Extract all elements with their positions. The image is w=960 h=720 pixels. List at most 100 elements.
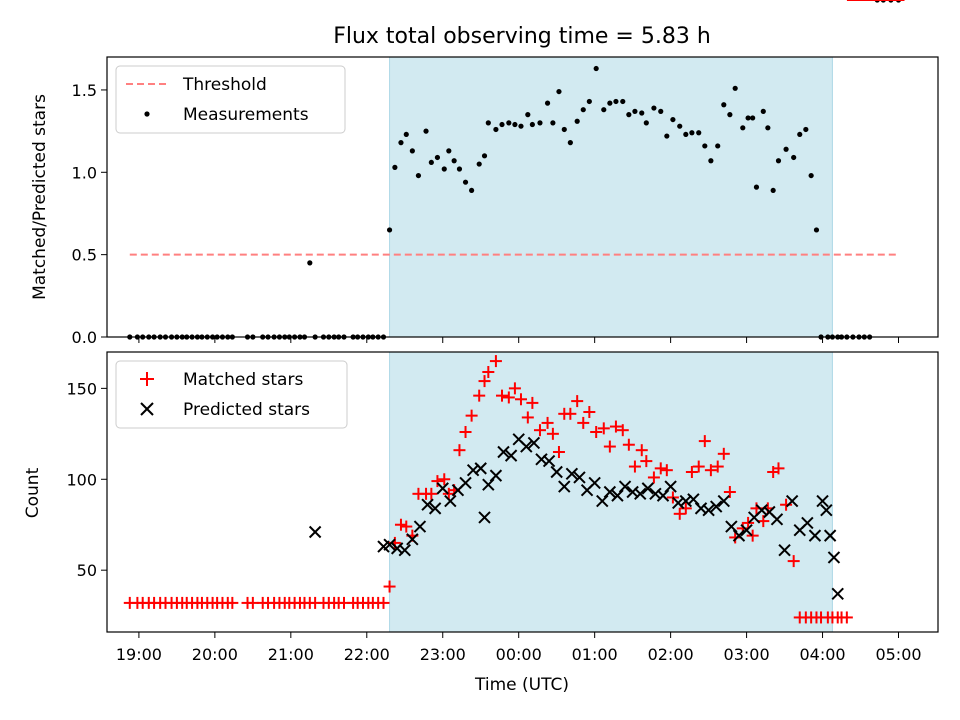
matched-star-point: [597, 422, 610, 435]
measurement-point: [469, 187, 475, 194]
bottom-legend-box: [115, 360, 348, 429]
predicted-star-point: [808, 529, 822, 542]
measurement-point: [626, 112, 632, 118]
measurement-point: [462, 179, 469, 185]
predicted-star-point: [573, 471, 586, 484]
measurements-legend-label: Measurements: [183, 105, 309, 125]
matched-star-point: [717, 447, 730, 460]
predicted-star-point: [831, 587, 844, 601]
predicted-star-point: [444, 494, 457, 508]
predicted-star-point: [596, 494, 609, 508]
matched-star-point: [647, 471, 660, 484]
measurement-point: [423, 128, 429, 134]
matched-star-point: [552, 446, 565, 458]
matched-star-point: [489, 355, 502, 368]
x-tick-label: 23:00: [420, 645, 466, 664]
measurement-point: [770, 187, 776, 194]
predicted-star-point: [816, 494, 829, 508]
measurement-point: [550, 120, 556, 126]
predicted-star-point: [709, 500, 723, 513]
matched-star-point: [772, 462, 785, 475]
measurement-point: [775, 158, 782, 164]
predicted-star-point: [717, 494, 731, 508]
measurement-point: [593, 65, 599, 72]
measurement-point: [601, 107, 607, 113]
matched-star-point: [482, 366, 495, 378]
measurement-point: [677, 123, 683, 129]
predicted-star-point: [618, 480, 632, 493]
predicted-star-point: [466, 463, 480, 477]
measurement-point: [753, 184, 760, 190]
chart-title: Flux total observing time = 5.83 h: [333, 24, 711, 49]
measurement-point: [574, 118, 580, 124]
bottom-panel: 50 100 150 19:00 20:00 21:00 22:00 23:00 00:00 0…: [23, 0, 939, 695]
x-tick-label: 01:00: [572, 645, 618, 664]
predicted-star-point: [611, 489, 624, 502]
measurement-point: [537, 120, 543, 126]
measurement-point: [683, 131, 689, 138]
measurement-point: [765, 125, 771, 131]
matched-star-point: [723, 486, 736, 498]
measurement-point: [607, 100, 613, 106]
predicted-star-point: [725, 520, 738, 533]
matched-star-point: [746, 529, 759, 542]
bottom-plot-frame: [106, 351, 939, 633]
matched-star-point: [465, 409, 478, 422]
predicted-star-point: [413, 520, 427, 533]
measurement-point: [567, 140, 573, 146]
top-y-tick-label: 1.0: [72, 163, 97, 182]
predicted-legend-label: Predicted stars: [183, 400, 310, 420]
matched-star-point: [564, 407, 577, 420]
matched-star-point: [431, 475, 444, 488]
measurement-point: [732, 85, 738, 91]
x-tick-label: 22:00: [344, 645, 390, 664]
top-y-axis: 0.0 0.5 1.0 1.5: [72, 81, 107, 347]
predicted-star-point: [732, 529, 746, 542]
matched-star-point: [394, 518, 407, 531]
predicted-star-point: [626, 485, 639, 499]
x-tick-label: 19:00: [116, 645, 162, 664]
measurement-point: [760, 108, 766, 114]
x-tick-label: 21:00: [268, 645, 314, 664]
measurement-point: [493, 126, 499, 133]
matched-star-point: [502, 391, 515, 404]
matched-star-point: [521, 411, 534, 424]
matched-star-point: [729, 531, 742, 544]
predicted-star-point: [778, 543, 791, 557]
predicted-star-point: [421, 498, 434, 511]
matched-star-point: [616, 424, 629, 437]
predicted-star-point: [565, 467, 579, 481]
predicted-star-point: [694, 502, 708, 515]
predicted-star-point: [687, 493, 700, 506]
matched-star-point: [628, 460, 641, 473]
measurement-point: [415, 172, 422, 179]
measurement-point: [740, 125, 746, 131]
predicted-star-point: [770, 513, 784, 526]
matched-star-point: [571, 395, 584, 408]
matched-star-point: [577, 416, 590, 429]
predicted-star-point: [603, 485, 617, 499]
matched-legend-swatch: [140, 372, 154, 386]
matched-legend-label: Matched stars: [183, 370, 303, 390]
predicted-star-point: [679, 494, 693, 508]
predicted-star-point: [827, 551, 841, 564]
predicted-star-point: [497, 445, 510, 459]
top-y-tick-label: 0.0: [72, 328, 97, 347]
x-tick-label: 02:00: [648, 645, 694, 664]
measurement-point: [783, 146, 789, 152]
measurement-point: [715, 143, 721, 149]
predicted-star-point: [390, 542, 404, 555]
predicted-star-point: [656, 489, 670, 502]
measurement-point: [803, 126, 809, 133]
predicted-star-point: [504, 449, 518, 462]
predicted-star-point: [558, 480, 571, 493]
matched-star-point: [757, 515, 770, 528]
top-y-tick-label: 0.5: [72, 246, 97, 265]
predicted-star-point: [702, 503, 715, 517]
measurement-point: [658, 108, 664, 114]
predicted-star-point: [820, 503, 833, 517]
measurement-point: [456, 166, 463, 172]
predicted-star-point: [428, 502, 442, 515]
measurement-point: [613, 98, 619, 105]
measurement-point: [403, 131, 409, 138]
